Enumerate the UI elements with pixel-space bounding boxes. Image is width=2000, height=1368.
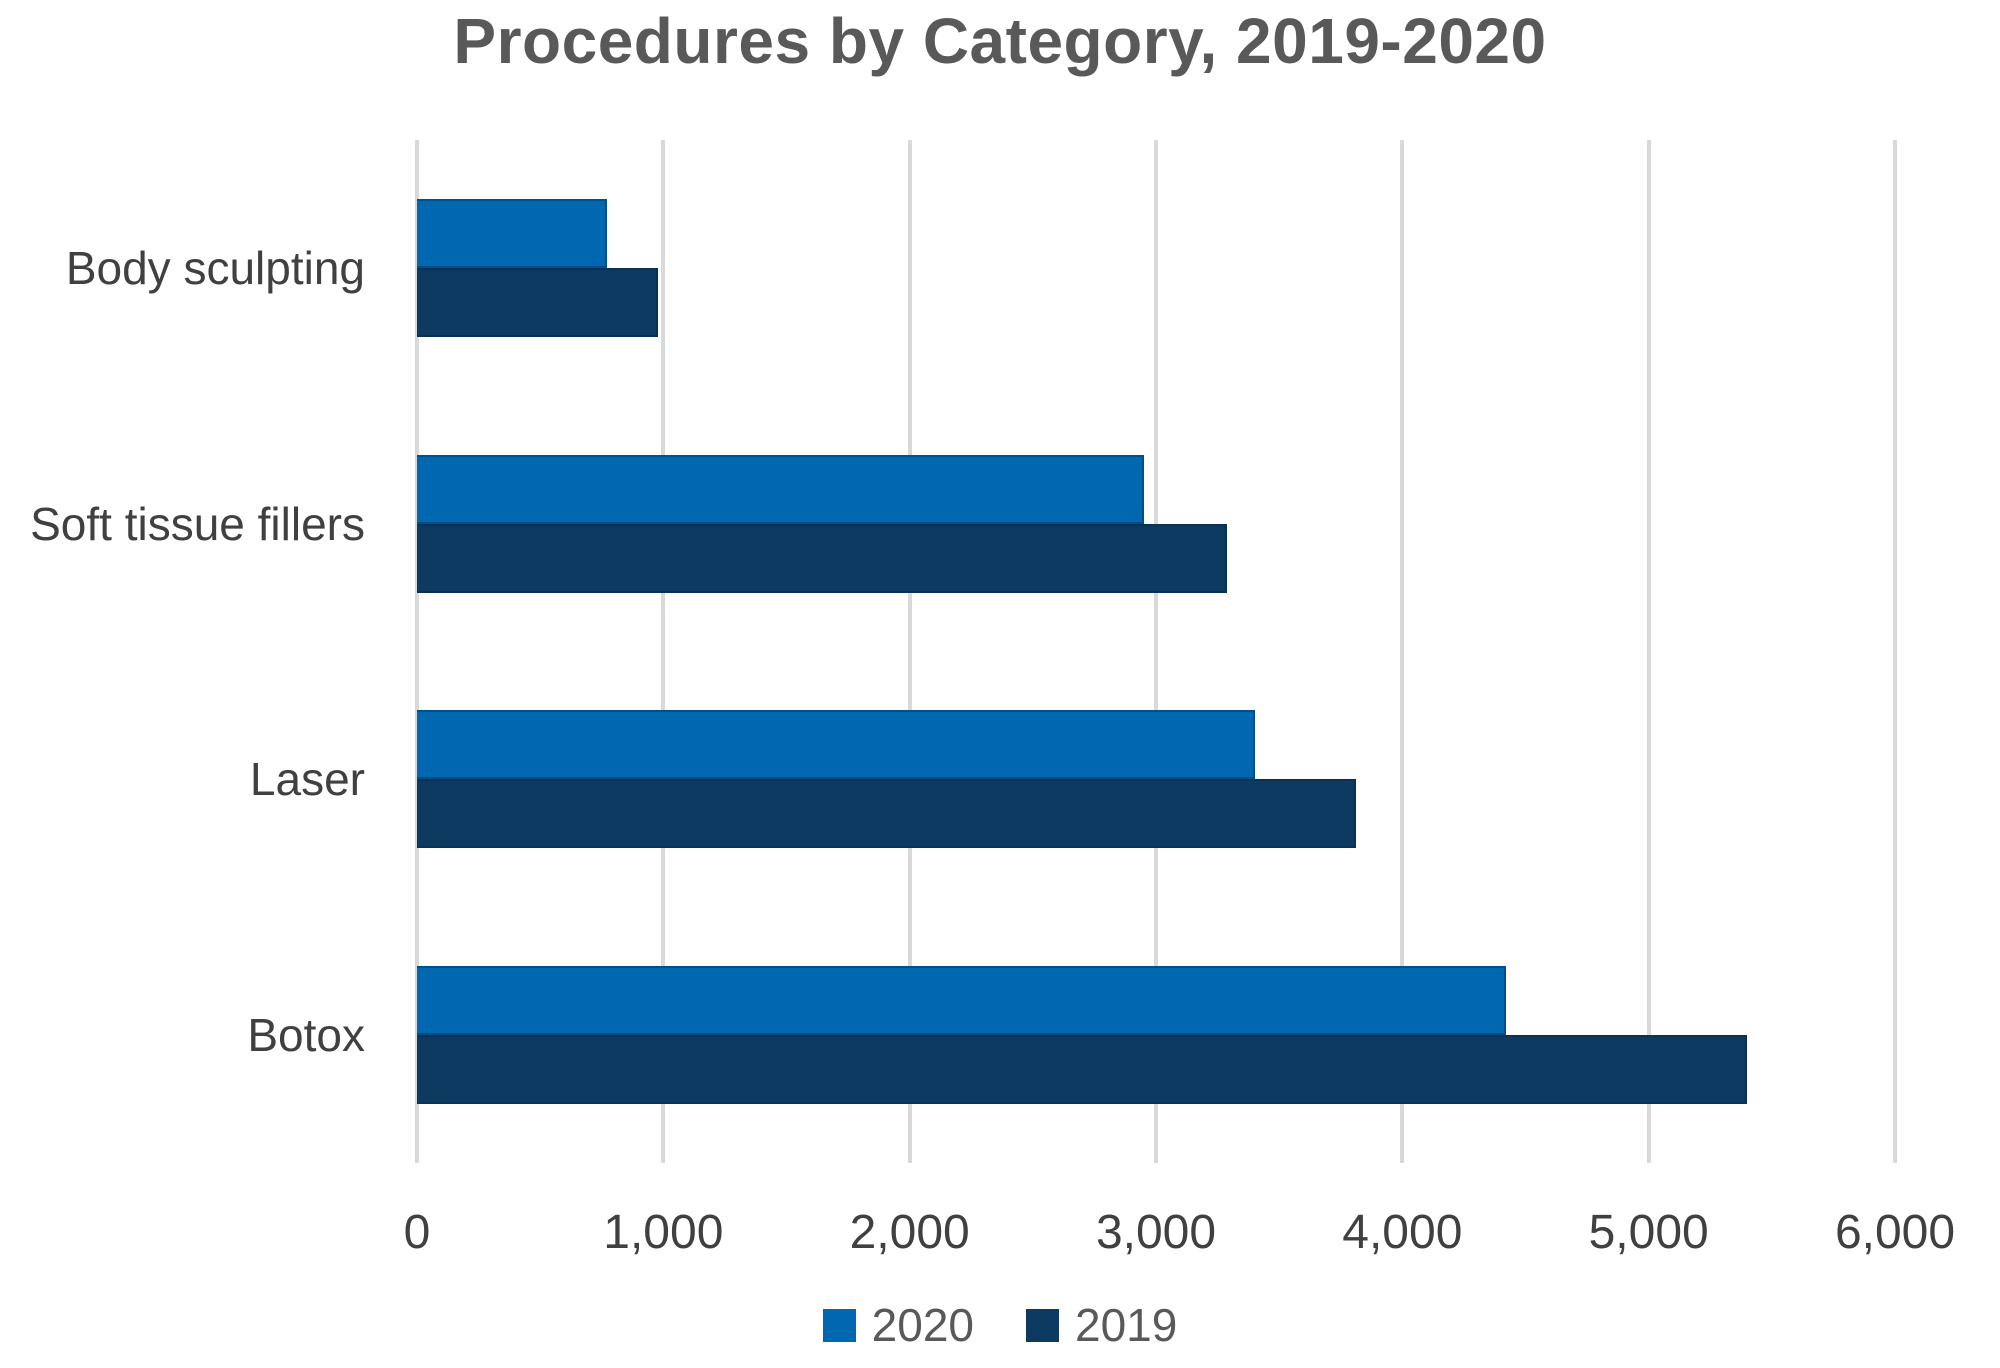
gridline (661, 140, 666, 1163)
x-tick-label-3000: 3,000 (1095, 1206, 1217, 1259)
chart-title: Procedures by Category, 2019-2020 (453, 5, 1547, 77)
x-tick-label-4000: 4,000 (1342, 1206, 1463, 1259)
legend-item-2019: 2019 (1026, 1298, 1177, 1352)
x-tick-label-1000: 1,000 (603, 1206, 724, 1259)
x-tick-label-2000: 2,000 (849, 1206, 970, 1259)
gridline (907, 140, 912, 1163)
category-label-botox: Botox (247, 1009, 365, 1062)
bar-2019-laser (417, 779, 1356, 849)
legend-swatch-2019-icon (1026, 1308, 1059, 1342)
plot-area (415, 140, 1897, 1163)
bar-2020-soft-tissue-fillers (417, 454, 1144, 524)
x-tick-label-5000: 5,000 (1588, 1206, 1709, 1259)
category-band-body-sculpting (417, 140, 1895, 396)
category-band-soft-tissue-fillers (417, 396, 1895, 652)
category-band-laser (417, 652, 1895, 908)
category-label-body-sculpting: Body sculpting (65, 241, 365, 294)
category-axis: Body sculpting Soft tissue fillers Laser Bo… (0, 140, 391, 1163)
bar-2019-body-sculpting (417, 267, 659, 337)
gridline (1154, 140, 1158, 1163)
category-band-botox (417, 907, 1895, 1163)
category-label-laser: Laser (249, 753, 365, 806)
legend-label-2019: 2019 (1075, 1299, 1178, 1351)
bar-2020-body-sculpting (417, 198, 607, 268)
gridline (1400, 140, 1405, 1163)
legend-swatch-2020-icon (822, 1308, 856, 1342)
bar-2020-botox (417, 966, 1506, 1036)
bar-2020-laser (417, 710, 1255, 780)
legend-label-2020: 2020 (871, 1299, 974, 1351)
bar-2019-soft-tissue-fillers (417, 523, 1228, 593)
legend: 2020 2019 (0, 1298, 2000, 1352)
bar-2019-botox (417, 1035, 1748, 1105)
x-tick-label-0: 0 (403, 1206, 431, 1259)
gridline (415, 140, 419, 1163)
x-axis: 0 1,000 2,000 3,000 4,000 5,000 6,000 (404, 1205, 1955, 1265)
category-label-soft-tissue-fillers: Soft tissue fillers (30, 497, 365, 550)
x-tick-label-6000: 6,000 (1834, 1206, 1956, 1259)
gridline (1893, 140, 1897, 1163)
legend-item-2020: 2020 (822, 1298, 974, 1352)
gridline (1646, 140, 1651, 1163)
